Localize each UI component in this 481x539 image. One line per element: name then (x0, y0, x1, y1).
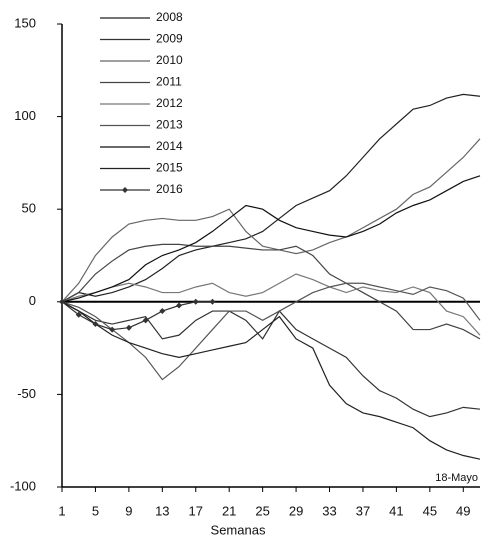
x-tick-label: 41 (389, 503, 403, 518)
legend-label: 2011 (156, 75, 182, 89)
x-tick-label: 17 (189, 503, 203, 518)
x-axis-label: Semanas (211, 522, 266, 537)
series-marker (176, 302, 183, 309)
x-tick-label: 29 (289, 503, 303, 518)
x-tick-label: 49 (456, 503, 470, 518)
series-line (61, 301, 481, 418)
series-marker (142, 317, 149, 324)
x-tick-label: 5 (92, 503, 99, 518)
series-marker (192, 298, 199, 305)
legend-marker (122, 187, 128, 193)
series-marker (92, 321, 99, 328)
x-tick-label: 1 (58, 503, 65, 518)
x-tick-label: 9 (125, 503, 132, 518)
legend-label: 2010 (156, 53, 183, 67)
y-tick-label: 150 (14, 15, 36, 30)
series-line (61, 301, 481, 460)
y-tick-label: 0 (29, 293, 36, 308)
legend-label: 2013 (156, 118, 183, 132)
y-tick-label: -100 (10, 478, 36, 493)
series-marker (75, 311, 82, 318)
annotation: 18-Mayo (435, 472, 478, 484)
series-line (61, 282, 481, 381)
y-tick-label: 50 (22, 201, 36, 216)
legend-label: 2015 (156, 161, 183, 175)
series-marker (109, 326, 116, 333)
x-tick-label: 21 (222, 503, 236, 518)
series-line (61, 138, 481, 303)
series-line (61, 93, 481, 303)
series-line (61, 243, 481, 340)
series-marker (59, 298, 65, 305)
legend-label: 2016 (156, 182, 183, 196)
series-line (61, 301, 213, 331)
series-line (61, 273, 481, 336)
legend-label: 2014 (156, 139, 183, 153)
legend-label: 2008 (156, 10, 183, 24)
x-tick-label: 33 (322, 503, 336, 518)
series-marker (125, 324, 132, 331)
x-tick-label: 37 (356, 503, 370, 518)
legend-label: 2009 (156, 32, 183, 46)
series-line (61, 175, 481, 303)
y-tick-label: -50 (17, 386, 36, 401)
x-tick-label: 45 (423, 503, 437, 518)
y-tick-label: 100 (14, 108, 36, 123)
x-tick-label: 13 (155, 503, 169, 518)
x-tick-label: 25 (255, 503, 269, 518)
series-marker (159, 308, 166, 315)
series-marker (209, 298, 216, 305)
legend-label: 2012 (156, 96, 183, 110)
